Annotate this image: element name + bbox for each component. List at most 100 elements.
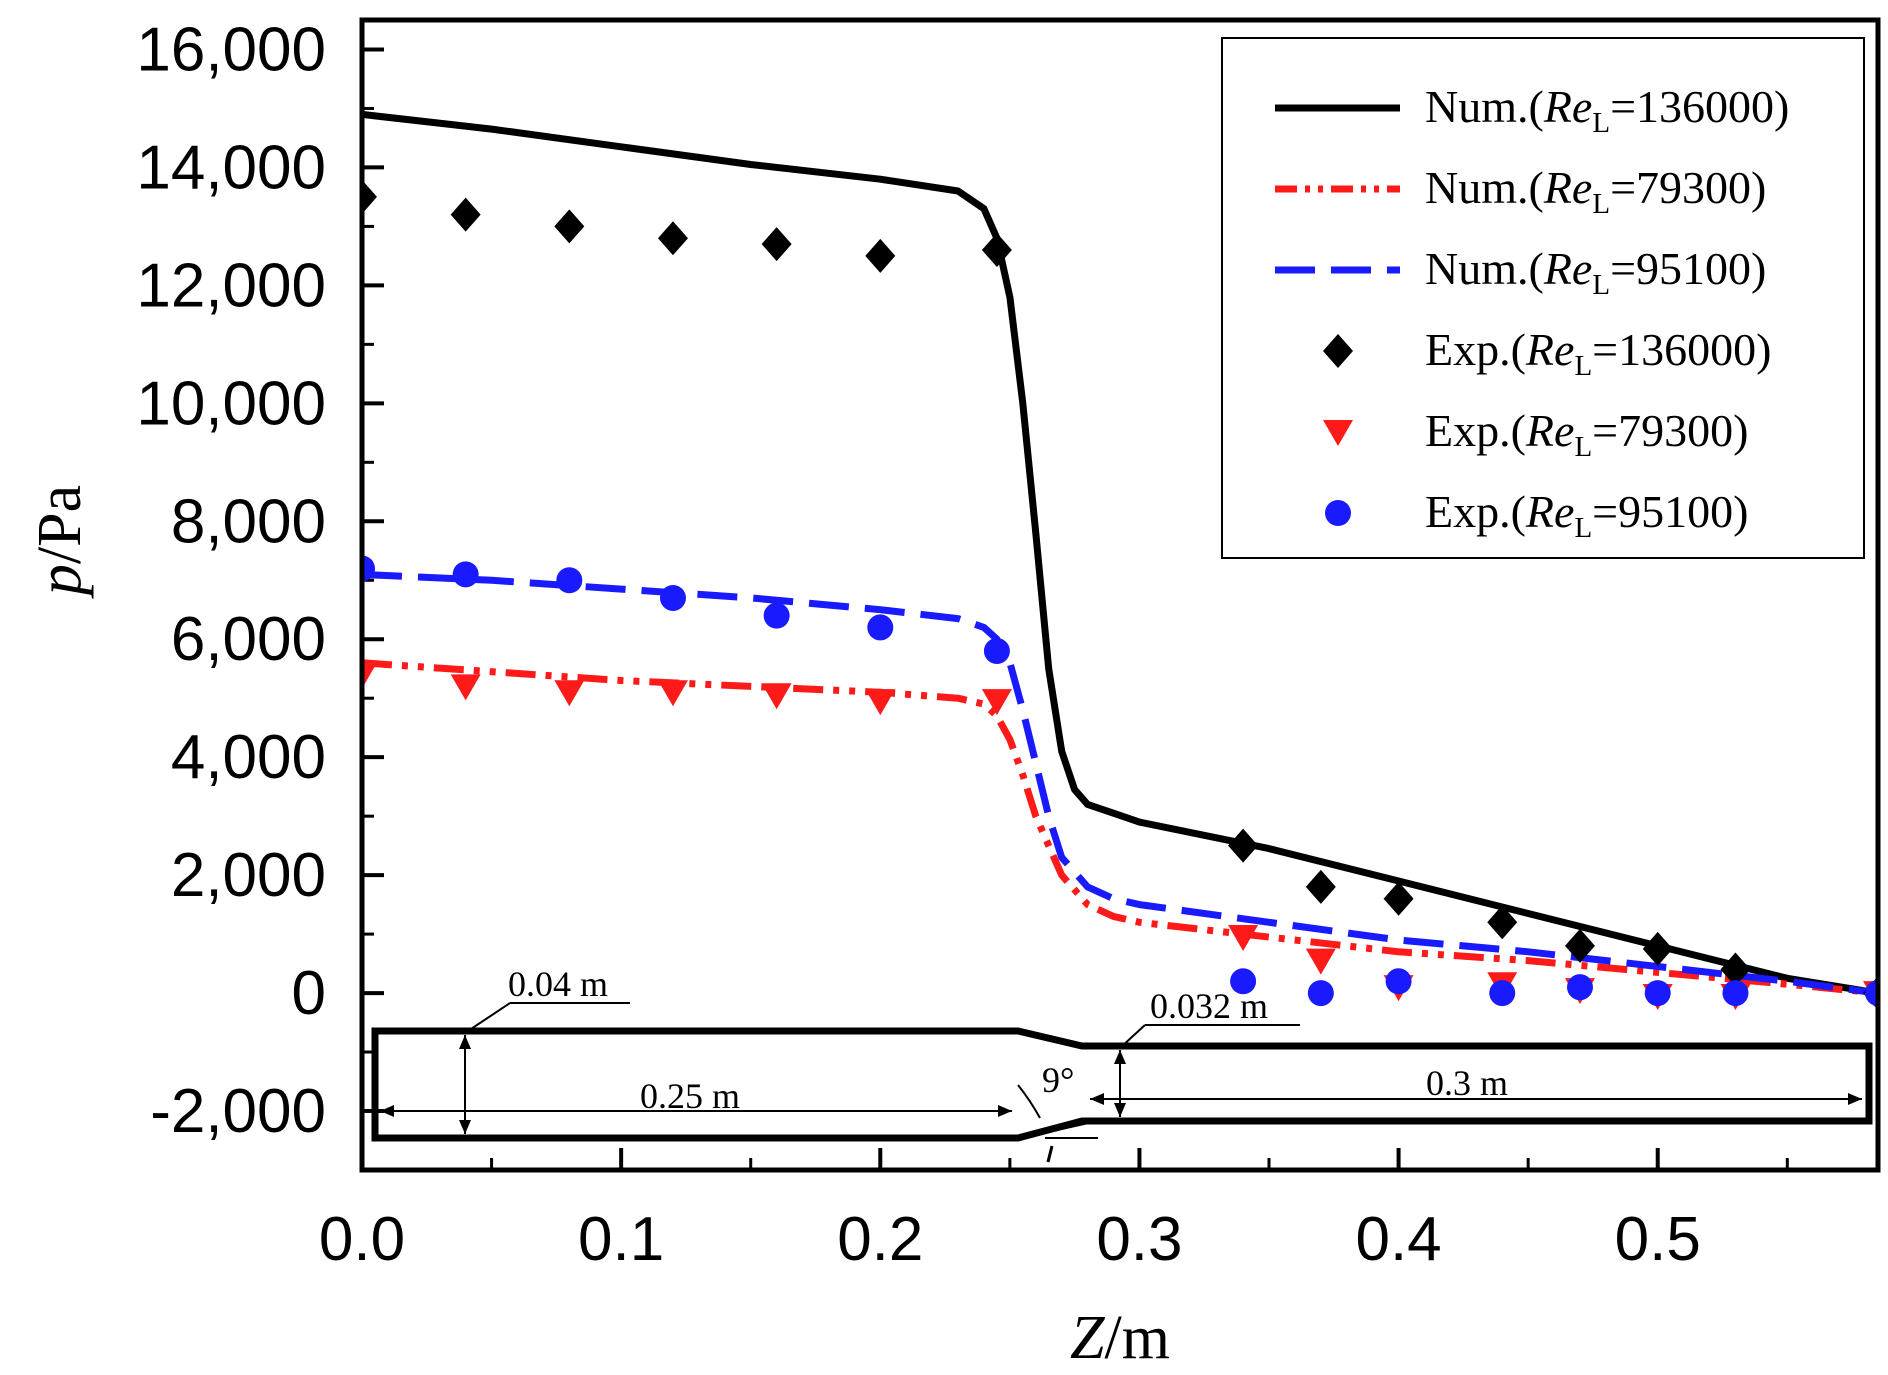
data-point-circle: [1865, 980, 1878, 1007]
legend-label-part: Re: [1543, 162, 1593, 213]
inset-diverging-lower: [1054, 1119, 1096, 1132]
y-tick-label: 2,000: [171, 841, 326, 910]
inset-diverging-upper: [1017, 1029, 1083, 1048]
series-layer: [362, 110, 1878, 1011]
y-tick-label: 12,000: [136, 251, 326, 320]
legend-label-part: Re: [1543, 81, 1593, 132]
x-axis: 0.0 0.1 0.2 0.3 0.4 0.5: [319, 1148, 1789, 1274]
legend-label-part: =79300): [1610, 162, 1766, 213]
legend-label: Exp.(ReL=95100): [1425, 486, 1748, 544]
legend-label-part: Re: [1543, 243, 1593, 294]
data-point-diamond: [450, 197, 481, 232]
data-point-circle: [659, 584, 686, 611]
data-point-triangle-down: [981, 689, 1012, 716]
legend-label-part: =79300): [1592, 405, 1748, 456]
data-point-diamond: [761, 227, 792, 262]
y-tick-label: 10,000: [136, 369, 326, 438]
data-point-diamond: [1487, 905, 1518, 940]
legend-label-part: Re: [1525, 486, 1575, 537]
legend-label-part: Re: [1525, 405, 1575, 456]
data-point-circle: [1566, 974, 1593, 1001]
data-point-diamond: [554, 209, 585, 244]
legend-label: Num.(ReL=136000): [1425, 81, 1789, 139]
inset-label-0.3: 0.3 m: [1426, 1063, 1508, 1103]
legend-label-part: L: [1574, 431, 1592, 463]
plot-frame: [359, 17, 1881, 1173]
data-point-circle: [1307, 980, 1334, 1007]
data-point-diamond: [1642, 931, 1673, 966]
legend-label-part: =136000): [1610, 81, 1789, 132]
y-tick-label: -2,000: [150, 1077, 326, 1146]
x-axis-title: Z/m: [1070, 1304, 1170, 1372]
data-point-circle: [1385, 968, 1412, 995]
legend-label-part: L: [1592, 107, 1610, 139]
y-axis-title: p/Pa: [26, 485, 94, 599]
inset-arrowhead: [1114, 1050, 1126, 1117]
legend-label-part: =95100): [1592, 486, 1748, 537]
data-point-triangle-down: [362, 662, 377, 689]
inset-label-angle: 9°: [1042, 1060, 1074, 1100]
legend: Num.(ReL=136000)Num.(ReL=79300)Num.(ReL=…: [1221, 37, 1865, 559]
series-line-1: [362, 659, 1878, 997]
data-point-circle: [983, 638, 1010, 665]
data-point-diamond: [1228, 828, 1259, 863]
y-axis-var: p: [26, 564, 94, 599]
legend-label-part: Exp.(: [1425, 405, 1526, 456]
legend-label: Exp.(ReL=136000): [1425, 324, 1771, 382]
legend-label-part: Re: [1525, 324, 1575, 375]
y-axis-unit: /Pa: [26, 485, 94, 564]
y-tick-label: 14,000: [136, 133, 326, 202]
data-point-triangle-down: [761, 683, 792, 710]
geometry-inset: 0.04 m 0.25 m 9° 0.032 m 0.3 m: [371, 964, 1873, 1163]
inset-angle-marker: [1046, 1145, 1054, 1163]
legend-label: Num.(ReL=95100): [1425, 243, 1766, 301]
y-tick-label: 0: [292, 959, 326, 1028]
data-point-diamond: [981, 233, 1012, 267]
x-tick-label: 0.3: [1096, 1205, 1182, 1274]
x-axis-unit: /m: [1105, 1304, 1170, 1372]
legend-box: [1221, 37, 1865, 559]
legend-label-part: L: [1574, 512, 1592, 544]
data-point-diamond: [1383, 881, 1414, 916]
data-point-triangle-down: [450, 674, 481, 701]
legend-label: Num.(ReL=79300): [1425, 162, 1766, 220]
legend-label-part: L: [1592, 188, 1610, 220]
x-tick-label: 0.2: [837, 1205, 923, 1274]
data-point-circle: [452, 561, 479, 588]
legend-label-part: Num.(: [1425, 81, 1544, 132]
data-point-circle: [1489, 980, 1516, 1007]
data-point-diamond: [1564, 928, 1595, 963]
data-point-triangle-down: [865, 689, 896, 716]
data-point-diamond: [657, 221, 688, 256]
legend-label: Exp.(ReL=79300): [1425, 405, 1748, 463]
data-point-diamond: [1305, 869, 1336, 904]
x-axis-var: Z: [1070, 1304, 1105, 1372]
x-tick-label: 0.4: [1355, 1205, 1441, 1274]
inset-label-0.25: 0.25 m: [640, 1076, 740, 1116]
legend-label-part: Num.(: [1425, 243, 1544, 294]
data-point-diamond: [1720, 952, 1751, 987]
data-point-circle: [1722, 980, 1749, 1007]
data-point-triangle-down: [554, 680, 585, 707]
data-point-diamond: [362, 179, 377, 214]
x-tick-label: 0.5: [1615, 1205, 1701, 1274]
data-point-circle: [362, 555, 375, 582]
data-point-triangle-down: [1305, 948, 1336, 975]
legend-label-part: Exp.(: [1425, 324, 1526, 375]
inset-leader-0.04: [464, 1002, 511, 1034]
legend-swatch: [1323, 420, 1353, 446]
inset-leader-0.032: [1119, 1024, 1146, 1049]
y-axis: -2,000 0 2,000 4,000 6,000 8,000 10,000 12,000 1…: [136, 15, 384, 1146]
x-tick-label: 0.1: [578, 1205, 664, 1274]
series-line-0: [362, 110, 1878, 997]
legend-swatch: [1325, 500, 1351, 526]
data-point-triangle-down: [657, 680, 688, 707]
x-tick-label: 0.0: [319, 1205, 405, 1274]
legend-label-part: Exp.(: [1425, 486, 1526, 537]
legend-label-part: Num.(: [1425, 162, 1544, 213]
y-tick-label: 4,000: [171, 723, 326, 792]
inset-angle-arc: [1017, 1084, 1041, 1119]
y-tick-label: 6,000: [171, 605, 326, 674]
data-point-circle: [1230, 968, 1257, 995]
